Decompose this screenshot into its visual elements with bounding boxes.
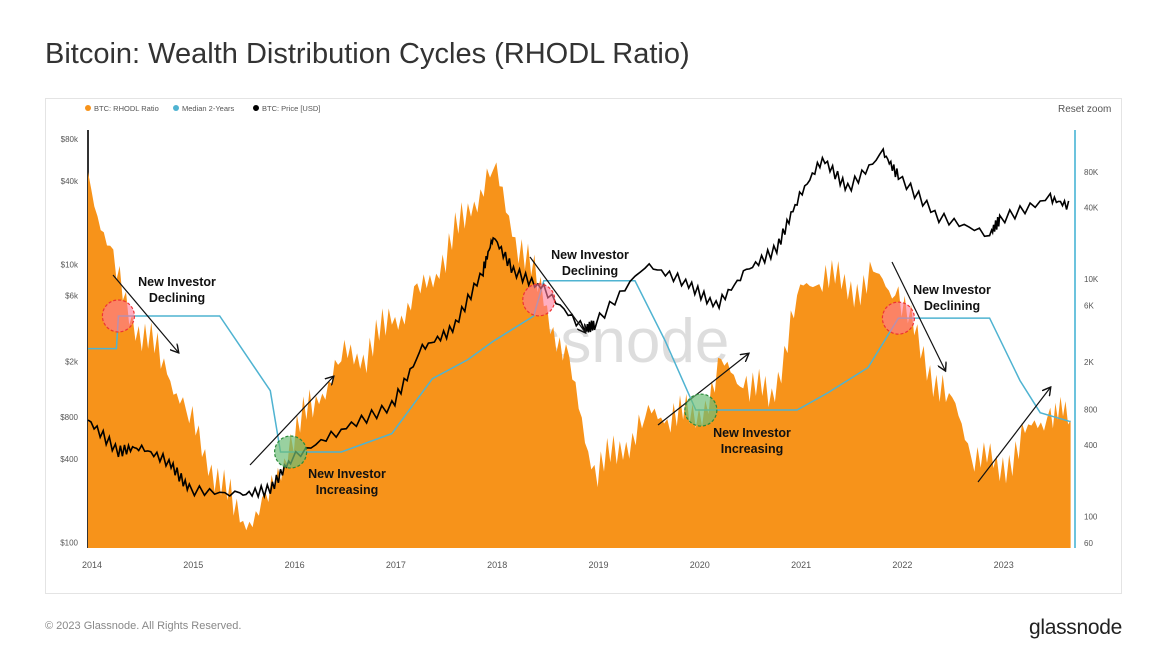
legend-label: Median 2-Years — [182, 104, 235, 113]
increasing-marker — [274, 435, 308, 469]
x-tick: 2021 — [791, 560, 811, 570]
annotation-label: Increasing — [316, 483, 379, 497]
trend-arrow — [529, 256, 585, 332]
y-right-tick: 100 — [1084, 513, 1098, 522]
annotation-label: Declining — [149, 291, 205, 305]
x-tick: 2017 — [386, 560, 406, 570]
y-left-tick: $100 — [60, 539, 78, 548]
chart-container — [45, 98, 1122, 594]
y-left-tick: $2k — [65, 358, 79, 367]
y-right-tick: 10K — [1084, 275, 1099, 284]
y-left-tick: $40k — [61, 177, 79, 186]
legend-marker — [85, 105, 91, 111]
y-right-tick: 6K — [1084, 302, 1094, 311]
legend-marker — [253, 105, 259, 111]
x-tick: 2016 — [285, 560, 305, 570]
annotation-label: New Investor — [713, 426, 791, 440]
trend-arrow — [112, 274, 178, 352]
copyright: © 2023 Glassnode. All Rights Reserved. — [45, 620, 242, 632]
page-title: Bitcoin: Wealth Distribution Cycles (RHO… — [45, 38, 690, 70]
annotation-label: New Investor — [551, 248, 629, 262]
y-left-tick: $400 — [60, 455, 78, 464]
y-right-tick: 60 — [1084, 539, 1093, 548]
y-left-tick: $800 — [60, 413, 78, 422]
y-right-tick: 2K — [1084, 358, 1094, 367]
x-tick: 2015 — [183, 560, 203, 570]
annotation-label: Declining — [562, 264, 618, 278]
x-tick: 2020 — [690, 560, 710, 570]
trend-arrow — [891, 261, 945, 370]
x-tick: 2022 — [892, 560, 912, 570]
annotation-label: Declining — [924, 299, 980, 313]
trend-arrow — [657, 354, 748, 426]
x-tick: 2019 — [588, 560, 608, 570]
y-left-tick: $6k — [65, 291, 79, 300]
y-right-tick: 80K — [1084, 168, 1099, 177]
annotation-label: New Investor — [308, 467, 386, 481]
x-tick: 2018 — [487, 560, 507, 570]
trend-arrow — [977, 388, 1050, 483]
declining-marker — [101, 299, 135, 333]
legend-label: BTC: Price [USD] — [262, 104, 320, 113]
trend-arrow — [249, 377, 333, 466]
legend-label: BTC: RHODL Ratio — [94, 104, 159, 113]
annotation-label: Increasing — [721, 442, 784, 456]
y-left-tick: $80k — [61, 135, 79, 144]
x-tick: 2023 — [994, 560, 1014, 570]
legend-marker — [173, 105, 179, 111]
y-left-tick: $10k — [61, 261, 79, 270]
annotation-label: New Investor — [913, 283, 991, 297]
y-right-tick: 400 — [1084, 441, 1098, 450]
y-right-tick: 800 — [1084, 405, 1098, 414]
x-tick: 2014 — [82, 560, 102, 570]
reset-zoom-button[interactable]: Reset zoom — [1058, 104, 1112, 115]
brand-logo: glassnode — [1028, 616, 1122, 639]
y-right-tick: 40K — [1084, 204, 1099, 213]
declining-marker — [881, 301, 916, 335]
increasing-marker — [684, 393, 718, 427]
declining-marker — [522, 283, 556, 317]
annotation-label: New Investor — [138, 275, 216, 289]
